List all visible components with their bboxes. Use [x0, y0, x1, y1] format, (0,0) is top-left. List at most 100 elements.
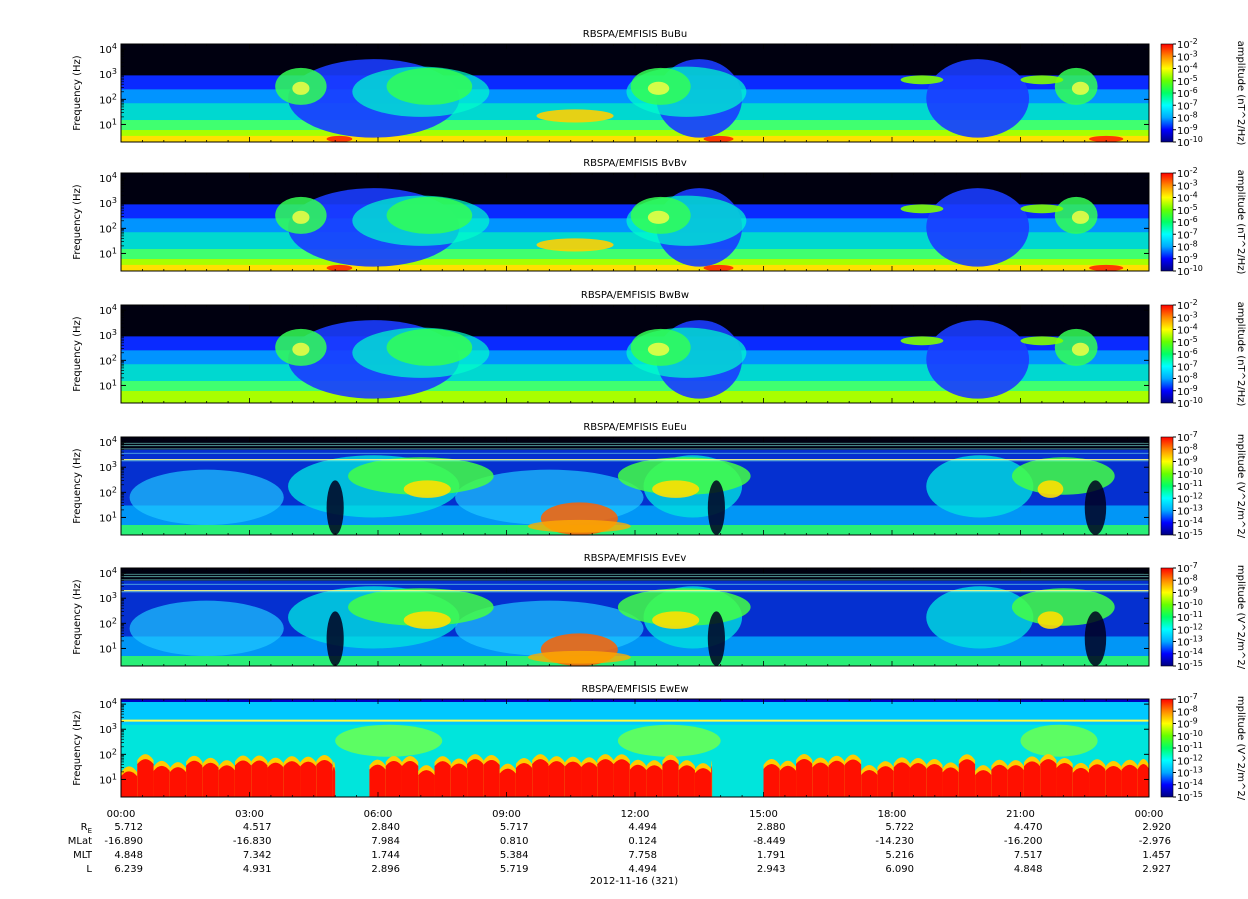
- ephemeris-value: 5.722: [885, 822, 914, 833]
- colorbar-tick-label: 10-4: [1177, 323, 1198, 337]
- colorbar-tick-label: 10-5: [1177, 74, 1198, 88]
- ephemeris-value: 4.931: [243, 864, 272, 875]
- colorbar-tick-label: 10-9: [1177, 455, 1198, 469]
- y-tick-label: 102: [99, 485, 117, 499]
- y-tick-label: 104: [99, 566, 117, 580]
- colorbar-tick-label: 10-8: [1177, 111, 1198, 125]
- spectrogram-image: [121, 173, 1149, 271]
- x-tick-label: 00:00: [1135, 809, 1164, 820]
- y-axis-label: Frequency (Hz): [72, 184, 83, 260]
- ephemeris-value: -16.890: [104, 836, 143, 847]
- colorbar-tick-label: 10-10: [1177, 729, 1203, 743]
- ephemeris-value: 5.712: [114, 822, 143, 833]
- colorbar-tick-label: 10-12: [1177, 753, 1203, 767]
- y-axis-label: Frequency (Hz): [72, 448, 83, 524]
- y-tick-label: 102: [99, 747, 117, 761]
- y-tick-label: 104: [99, 697, 117, 711]
- colorbar-tick-label: 10-15: [1177, 659, 1203, 673]
- colorbar-tick-label: 10-6: [1177, 86, 1198, 100]
- colorbar-tick-label: 10-8: [1177, 442, 1198, 456]
- colorbar-tick-label: 10-9: [1177, 252, 1198, 266]
- y-tick-label: 102: [99, 616, 117, 630]
- y-tick-label: 101: [99, 378, 117, 392]
- colorbar-tick-label: 10-6: [1177, 215, 1198, 229]
- colorbar-tick-label: 10-14: [1177, 778, 1203, 792]
- colorbar-tick-label: 10-2: [1177, 166, 1198, 180]
- colorbar-tick-label: 10-2: [1177, 298, 1198, 312]
- y-tick-label: 101: [99, 246, 117, 260]
- ephemeris-value: 5.216: [885, 850, 914, 861]
- ephemeris-value: -16.200: [1004, 836, 1043, 847]
- colorbar-tick-label: 10-7: [1177, 692, 1198, 706]
- colorbar-gradient: [1160, 43, 1174, 143]
- ephemeris-row-label: L: [86, 864, 92, 875]
- spectrogram-image: [121, 437, 1149, 535]
- colorbar-label: amplitude (nT^2/Hz): [1235, 302, 1246, 407]
- panel-title: RBSPA/EMFISIS BwBw: [581, 290, 689, 301]
- ephemeris-value: 5.719: [500, 864, 529, 875]
- colorbar-tick-label: 10-11: [1177, 610, 1203, 624]
- colorbar-tick-label: 10-15: [1177, 790, 1203, 804]
- colorbar-tick-label: 10-4: [1177, 191, 1198, 205]
- y-tick-label: 101: [99, 772, 117, 786]
- ephemeris-value: -14.230: [875, 836, 914, 847]
- colorbar-tick-label: 10-14: [1177, 647, 1203, 661]
- colorbar: 10-210-310-410-510-610-710-810-910-10 amp…: [1160, 298, 1246, 410]
- colorbar-tick-label: 10-7: [1177, 98, 1198, 112]
- ephemeris-value: 1.457: [1142, 850, 1171, 861]
- colorbar-label: mplitude (V^2/m^2/: [1235, 434, 1246, 539]
- colorbar-tick-label: 10-8: [1177, 573, 1198, 587]
- spectrogram-panel: RBSPA/EMFISIS BvBv Frequency (Hz) 104 103 10…: [72, 158, 1246, 278]
- colorbar-gradient: [1160, 698, 1174, 798]
- y-tick-label: 103: [99, 67, 117, 81]
- spectrogram-image: [121, 699, 1149, 797]
- y-axis-label: Frequency (Hz): [72, 55, 83, 131]
- ephemeris-value: 2.880: [757, 822, 786, 833]
- colorbar-tick-label: 10-15: [1177, 528, 1203, 542]
- spectrogram-panel: RBSPA/EMFISIS BwBw Frequency (Hz) 104 103 10…: [72, 290, 1246, 410]
- colorbar-tick-label: 10-5: [1177, 335, 1198, 349]
- ephemeris-row-label: MLat: [68, 836, 92, 847]
- colorbar-tick-label: 10-11: [1177, 741, 1203, 755]
- ephemeris-value: 4.848: [114, 850, 143, 861]
- y-tick-label: 101: [99, 641, 117, 655]
- ephemeris-value: 7.342: [243, 850, 272, 861]
- colorbar-tick-label: 10-13: [1177, 504, 1203, 518]
- ephemeris-value: 2.920: [1142, 822, 1171, 833]
- spectrogram-image: [121, 44, 1149, 142]
- y-tick-label: 101: [99, 510, 117, 524]
- ephemeris-value: 2.896: [371, 864, 400, 875]
- spectrogram-image: [121, 305, 1149, 403]
- x-tick-label: 06:00: [364, 809, 393, 820]
- colorbar-tick-label: 10-5: [1177, 203, 1198, 217]
- spectrogram-panel: RBSPA/EMFISIS EwEw Frequency (Hz) 104 103 10…: [72, 684, 1246, 804]
- colorbar-tick-label: 10-9: [1177, 717, 1198, 731]
- colorbar: 10-210-310-410-510-610-710-810-910-10 amp…: [1160, 37, 1246, 149]
- ephemeris-value: 6.090: [885, 864, 914, 875]
- x-tick-label: 03:00: [235, 809, 264, 820]
- y-tick-label: 101: [99, 117, 117, 131]
- colorbar-gradient: [1160, 436, 1174, 536]
- panel-title: RBSPA/EMFISIS BvBv: [583, 158, 687, 169]
- ephemeris-value: -8.449: [753, 836, 785, 847]
- colorbar-tick-label: 10-10: [1177, 264, 1203, 278]
- colorbar-tick-label: 10-2: [1177, 37, 1198, 51]
- y-tick-label: 103: [99, 328, 117, 342]
- colorbar-gradient: [1160, 172, 1174, 272]
- ephemeris-value: 2.840: [371, 822, 400, 833]
- x-tick-label: 15:00: [749, 809, 778, 820]
- colorbar-tick-label: 10-4: [1177, 62, 1198, 76]
- y-tick-label: 104: [99, 303, 117, 317]
- colorbar-tick-label: 10-6: [1177, 347, 1198, 361]
- colorbar-tick-label: 10-8: [1177, 704, 1198, 718]
- ephemeris-row-label: RE: [81, 822, 92, 835]
- colorbar-tick-label: 10-8: [1177, 372, 1198, 386]
- spectrogram-panel: RBSPA/EMFISIS EuEu Frequency (Hz) 104 103 10…: [72, 422, 1246, 542]
- ephemeris-value: 6.239: [114, 864, 143, 875]
- colorbar-gradient: [1160, 304, 1174, 404]
- panel-title: RBSPA/EMFISIS EuEu: [583, 422, 686, 433]
- colorbar-label: mplitude (V^2/m^2/: [1235, 565, 1246, 670]
- colorbar-tick-label: 10-12: [1177, 622, 1203, 636]
- y-tick-label: 102: [99, 92, 117, 106]
- ephemeris-value: 0.124: [628, 836, 657, 847]
